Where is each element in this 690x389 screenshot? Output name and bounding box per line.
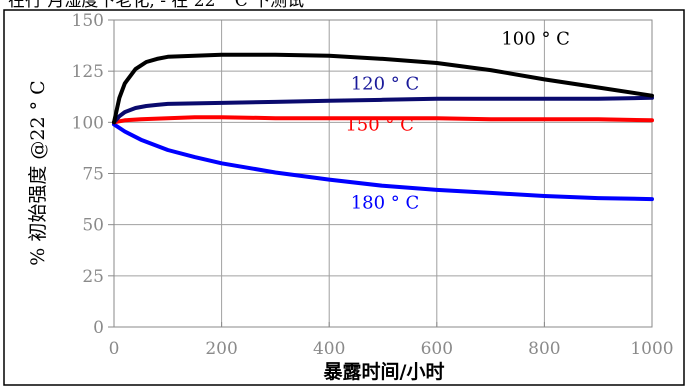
y-tick-label: 25 xyxy=(82,267,104,287)
y-axis-title: % 初始强度 @22 ° C xyxy=(27,80,49,265)
series-line xyxy=(112,95,654,125)
y-tick-label: 150 xyxy=(72,11,104,31)
x-tick-label: 1000 xyxy=(630,339,673,359)
y-tick-label: 0 xyxy=(93,318,104,338)
series-line xyxy=(112,122,654,202)
y-tick-label: 125 xyxy=(72,62,104,82)
x-tick-label: 800 xyxy=(528,339,560,359)
grid xyxy=(114,20,652,327)
series-lines xyxy=(112,52,654,202)
series-label: 120 ° C xyxy=(351,74,420,95)
x-tick-label: 400 xyxy=(313,339,345,359)
axis-ticks: 0 200 400 600 800 1000 0 25 50 75 100 125 150 xyxy=(72,11,674,359)
series-label: 180 ° C xyxy=(351,192,420,213)
y-tick-label: 75 xyxy=(82,165,104,185)
series-line xyxy=(112,52,654,125)
series-label: 150 ° C xyxy=(345,115,414,136)
x-tick-label: 200 xyxy=(205,339,237,359)
x-tick-label: 0 xyxy=(109,339,120,359)
series-labels: 100 ° C 120 ° C 150 ° C 180 ° C xyxy=(345,29,570,214)
chart-border xyxy=(3,9,685,386)
x-tick-label: 600 xyxy=(421,339,453,359)
x-axis-title: 暴露时间/小时 xyxy=(324,361,445,383)
series-label: 100 ° C xyxy=(501,29,570,50)
series-line xyxy=(112,115,654,125)
chart-title: 在行 月湿度下老化, - 在 22 ° C 下测试 xyxy=(8,0,304,11)
y-tick-label: 100 xyxy=(72,113,104,133)
y-tick-label: 50 xyxy=(82,216,104,236)
